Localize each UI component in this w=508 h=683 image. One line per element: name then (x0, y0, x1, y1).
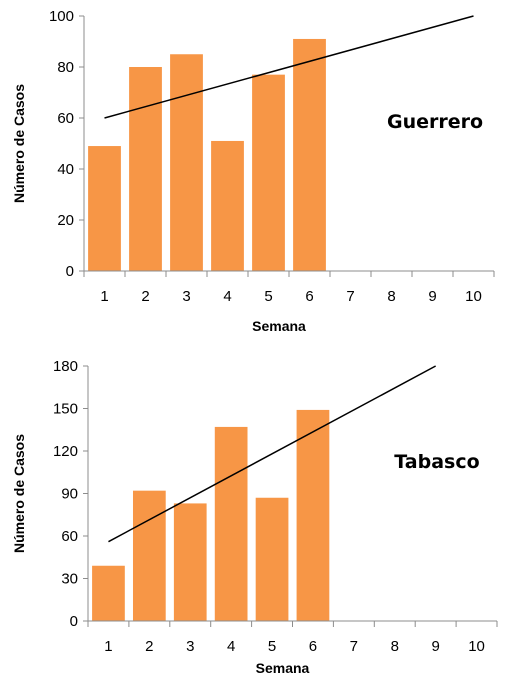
chart1-x-tick-label-1: 1 (104, 638, 112, 655)
chart1-y-tick-label-30: 30 (61, 571, 78, 588)
chart1-y-tick-label-120: 120 (53, 443, 78, 460)
chart0-y-tick-label-80: 80 (57, 59, 74, 76)
chart0-bar-4 (211, 140, 244, 271)
chart1-bar-2 (132, 490, 166, 621)
chart1-trendline (108, 365, 437, 543)
chart0-x-tick-label-4: 4 (223, 288, 231, 305)
chart1-x-tick-label-7: 7 (350, 638, 358, 655)
chart1-x-tick-label-2: 2 (145, 638, 153, 655)
chart0-x-tick-label-10: 10 (465, 288, 482, 305)
chart0-x-tick-label-2: 2 (141, 288, 149, 305)
chart1-y-tick-label-60: 60 (61, 528, 78, 545)
chart1-x-tick-label-9: 9 (431, 638, 439, 655)
chart1-y-tick-label-180: 180 (53, 358, 78, 375)
chart0-x-tick-label-7: 7 (346, 288, 354, 305)
chart0-y-tick-label-40: 40 (57, 161, 74, 178)
guerrero-chart: 0 20 40 60 80 100 1 2 3 4 5 6 7 8 9 10 Semana Número de C… (11, 8, 495, 334)
chart1-x-axis-title: Semana (256, 660, 310, 676)
chart0-x-tick-label-3: 3 (182, 288, 190, 305)
chart0-x-tick-label-9: 9 (428, 288, 436, 305)
chart1-panel-label: Tabasco (394, 451, 479, 473)
chart0-trendline (104, 15, 474, 119)
chart1-y-tick-label-90: 90 (61, 486, 78, 503)
chart1-bar-1 (92, 565, 125, 621)
chart0-x-axis-title: Semana (252, 318, 306, 334)
chart0-y-axis-title: Número de Casos (11, 84, 27, 203)
chart0-y-tick-label-20: 20 (57, 212, 74, 229)
chart1-y-tick-label-150: 150 (53, 401, 78, 418)
chart0-bar-5 (252, 74, 285, 272)
chart0-y-tick-label-100: 100 (49, 8, 74, 25)
chart0-x-tick-label-5: 5 (264, 288, 272, 305)
chart0-y-tick-label-60: 60 (57, 110, 74, 127)
chart1-x-tick-label-10: 10 (468, 638, 485, 655)
chart0-panel-label: Guerrero (387, 111, 483, 133)
chart0-y-tick-label-0: 0 (66, 263, 74, 280)
tabasco-chart: 0 30 60 90 120 150 180 1 2 3 4 5 6 7 8 9 10 Semana Número … (11, 358, 498, 676)
chart1-x-tick-label-3: 3 (186, 638, 194, 655)
chart0-bar-3 (170, 54, 203, 271)
chart1-x-tick-label-4: 4 (227, 638, 235, 655)
chart1-x-tick-label-8: 8 (391, 638, 399, 655)
chart1-y-axis-title: Número de Casos (11, 434, 27, 553)
chart1-x-tick-label-5: 5 (268, 638, 276, 655)
chart1-y-tick-label-0: 0 (70, 613, 78, 630)
chart1-bar-3 (173, 503, 207, 621)
chart0-bar-2 (129, 67, 162, 271)
chart0-x-tick-label-1: 1 (100, 288, 108, 305)
chart0-bar-6 (293, 38, 326, 272)
chart1-bar-4 (214, 426, 248, 621)
chart0-bar-1 (88, 146, 121, 271)
chart1-bar-5 (255, 497, 289, 621)
chart0-x-tick-label-6: 6 (305, 288, 313, 305)
chart1-x-tick-label-6: 6 (309, 638, 317, 655)
chart1-bar-6 (296, 409, 330, 621)
chart0-x-tick-label-8: 8 (387, 288, 395, 305)
